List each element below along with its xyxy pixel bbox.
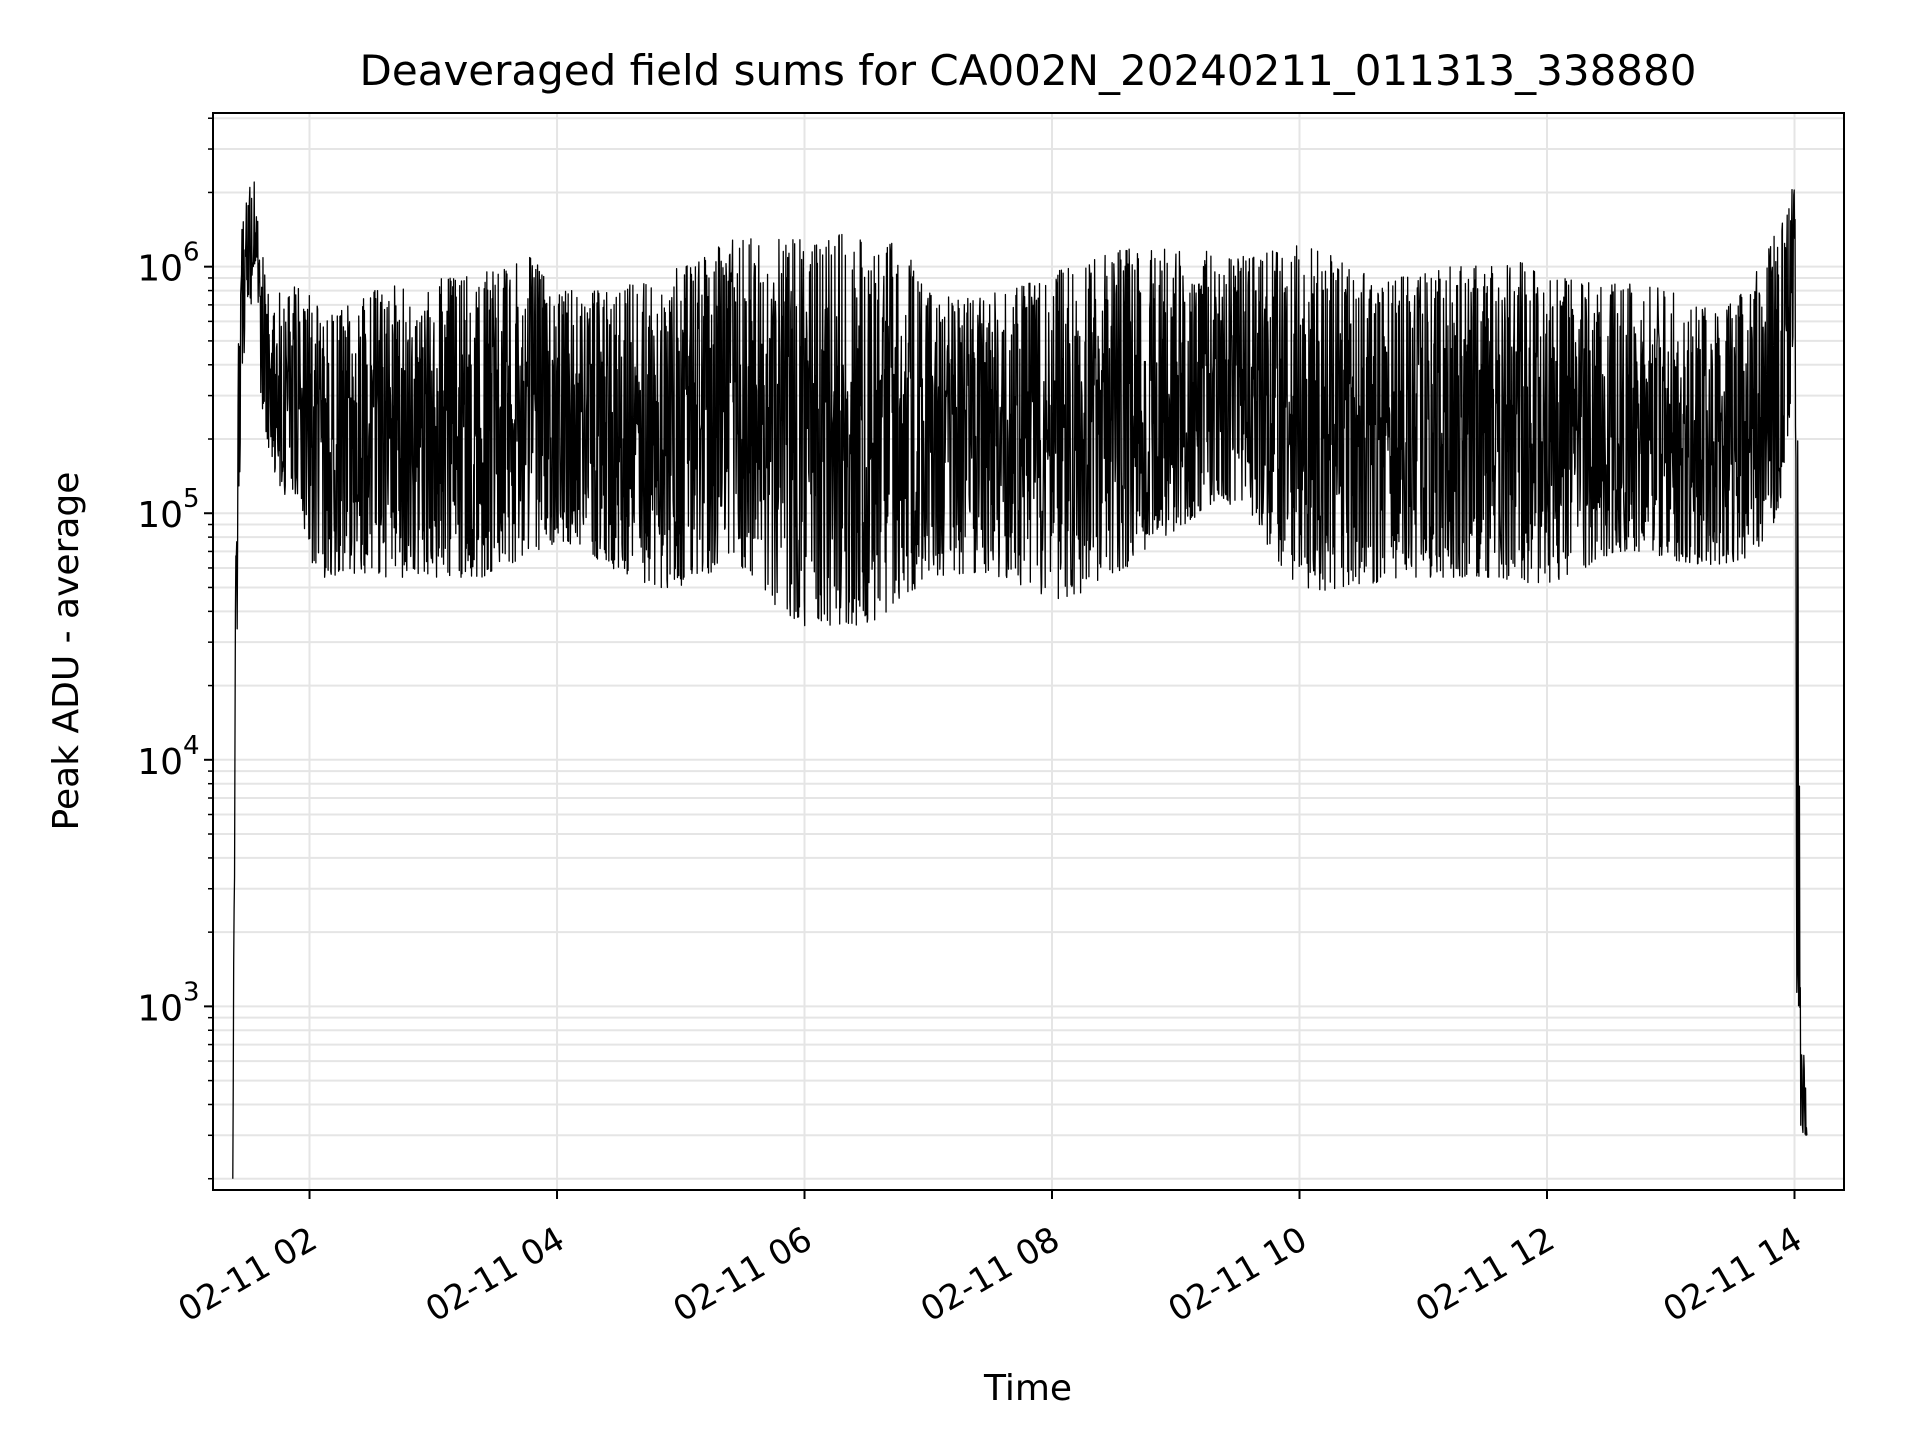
y-tick-label: 10 xyxy=(137,988,183,1029)
y-tick-exponent: 3 xyxy=(183,977,200,1007)
y-tick-label: 10 xyxy=(137,249,183,290)
y-tick-exponent: 6 xyxy=(183,238,200,268)
plot-frame xyxy=(212,112,1845,1191)
y-tick-exponent: 4 xyxy=(183,731,200,761)
y-tick-label: 10 xyxy=(137,742,183,783)
y-tick-exponent: 5 xyxy=(183,484,200,514)
series-layer xyxy=(232,181,1808,1179)
y-axis-label: Peak ADU - average xyxy=(46,472,87,831)
x-axis-label: Time xyxy=(983,1368,1072,1409)
chart-title: Deaveraged field sums for CA002N_2024021… xyxy=(360,46,1697,95)
y-tick-label: 10 xyxy=(137,495,183,536)
series-line xyxy=(232,181,1808,1179)
